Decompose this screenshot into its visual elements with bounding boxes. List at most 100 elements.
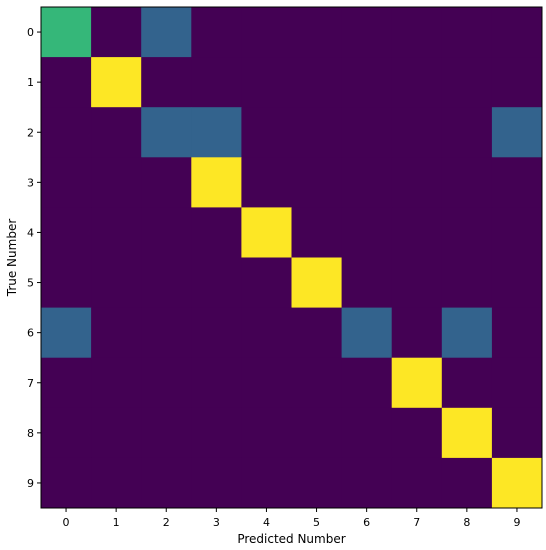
heatmap-cells bbox=[41, 7, 543, 509]
heatmap-cell-r7-c9 bbox=[491, 357, 543, 409]
heatmap-cell-r5-c0 bbox=[41, 257, 92, 309]
y-axis-label: True Number bbox=[5, 219, 19, 298]
heatmap-cell-r5-c9 bbox=[491, 257, 543, 309]
heatmap-cell-r9-c2 bbox=[141, 457, 192, 509]
heatmap-cell-r2-c9 bbox=[491, 107, 543, 158]
x-tick-label: 8 bbox=[463, 516, 470, 529]
heatmap-cell-r2-c6 bbox=[341, 107, 393, 158]
heatmap-cell-r0-c3 bbox=[191, 7, 242, 58]
heatmap-cell-r5-c5 bbox=[291, 257, 343, 309]
heatmap-cell-r8-c8 bbox=[441, 407, 493, 459]
x-tick-label: 9 bbox=[513, 516, 520, 529]
heatmap-cell-r9-c6 bbox=[341, 457, 393, 509]
heatmap-cell-r8-c5 bbox=[291, 407, 343, 459]
heatmap-cell-r0-c6 bbox=[341, 7, 393, 58]
heatmap-cell-r1-c5 bbox=[291, 57, 343, 108]
heatmap-cell-r6-c4 bbox=[241, 307, 292, 359]
heatmap-cell-r8-c6 bbox=[341, 407, 393, 459]
heatmap-cell-r7-c3 bbox=[191, 357, 242, 409]
heatmap-cell-r7-c4 bbox=[241, 357, 292, 409]
heatmap-cell-r3-c2 bbox=[141, 157, 192, 208]
heatmap-cell-r1-c8 bbox=[441, 57, 493, 108]
heatmap-cell-r5-c4 bbox=[241, 257, 292, 309]
heatmap-cell-r3-c6 bbox=[341, 157, 393, 208]
heatmap-cell-r3-c0 bbox=[41, 157, 92, 208]
heatmap-cell-r5-c2 bbox=[141, 257, 192, 309]
x-tick-label: 6 bbox=[363, 516, 370, 529]
heatmap-cell-r0-c2 bbox=[141, 7, 192, 58]
heatmap-cell-r0-c1 bbox=[91, 7, 142, 58]
y-tick-label: 7 bbox=[27, 377, 34, 390]
heatmap-cell-r1-c9 bbox=[491, 57, 543, 108]
heatmap-cell-r2-c7 bbox=[391, 107, 443, 158]
heatmap-cell-r9-c4 bbox=[241, 457, 292, 509]
heatmap-cell-r4-c2 bbox=[141, 207, 192, 258]
heatmap-cell-r4-c3 bbox=[191, 207, 242, 258]
heatmap-cell-r9-c7 bbox=[391, 457, 443, 509]
heatmap-cell-r6-c0 bbox=[41, 307, 92, 359]
heatmap-cell-r0-c0 bbox=[41, 7, 92, 58]
heatmap-cell-r6-c6 bbox=[341, 307, 393, 359]
y-tick-label: 3 bbox=[27, 176, 34, 189]
heatmap-cell-r1-c1 bbox=[91, 57, 142, 108]
heatmap-cell-r8-c1 bbox=[91, 407, 142, 459]
heatmap-cell-r8-c3 bbox=[191, 407, 242, 459]
heatmap-cell-r6-c7 bbox=[391, 307, 443, 359]
x-axis-label: Predicted Number bbox=[237, 532, 345, 546]
heatmap-cell-r3-c5 bbox=[291, 157, 343, 208]
x-tick-label: 3 bbox=[213, 516, 220, 529]
heatmap-cell-r7-c8 bbox=[441, 357, 493, 409]
y-tick-label: 8 bbox=[27, 427, 34, 440]
y-tick-label: 6 bbox=[27, 327, 34, 340]
heatmap-cell-r7-c7 bbox=[391, 357, 443, 409]
heatmap-cell-r4-c6 bbox=[341, 207, 393, 258]
heatmap-cell-r2-c5 bbox=[291, 107, 343, 158]
heatmap-cell-r7-c5 bbox=[291, 357, 343, 409]
heatmap-cell-r0-c5 bbox=[291, 7, 343, 58]
heatmap-cell-r9-c3 bbox=[191, 457, 242, 509]
heatmap-cell-r4-c7 bbox=[391, 207, 443, 258]
heatmap-cell-r9-c0 bbox=[41, 457, 92, 509]
heatmap-cell-r1-c4 bbox=[241, 57, 292, 108]
x-tick-label: 7 bbox=[413, 516, 420, 529]
heatmap-cell-r6-c1 bbox=[91, 307, 142, 359]
heatmap-cell-r9-c9 bbox=[491, 457, 543, 509]
heatmap-cell-r5-c1 bbox=[91, 257, 142, 309]
heatmap-cell-r2-c3 bbox=[191, 107, 242, 158]
y-tick-label: 9 bbox=[27, 477, 34, 490]
heatmap-cell-r6-c5 bbox=[291, 307, 343, 359]
y-tick-label: 4 bbox=[27, 226, 34, 239]
heatmap-cell-r9-c8 bbox=[441, 457, 493, 509]
y-tick-label: 1 bbox=[27, 76, 34, 89]
heatmap-cell-r0-c4 bbox=[241, 7, 292, 58]
heatmap-cell-r4-c5 bbox=[291, 207, 343, 258]
heatmap-cell-r3-c4 bbox=[241, 157, 292, 208]
heatmap-cell-r3-c3 bbox=[191, 157, 242, 208]
x-tick-label: 0 bbox=[63, 516, 70, 529]
heatmap-cell-r3-c8 bbox=[441, 157, 493, 208]
heatmap-cell-r0-c9 bbox=[491, 7, 543, 58]
heatmap-cell-r3-c9 bbox=[491, 157, 543, 208]
heatmap-cell-r1-c3 bbox=[191, 57, 242, 108]
heatmap-cell-r5-c3 bbox=[191, 257, 242, 309]
heatmap-cell-r4-c1 bbox=[91, 207, 142, 258]
heatmap-cell-r7-c0 bbox=[41, 357, 92, 409]
heatmap-cell-r1-c7 bbox=[391, 57, 443, 108]
heatmap-cell-r1-c2 bbox=[141, 57, 192, 108]
heatmap-cell-r1-c6 bbox=[341, 57, 393, 108]
x-tick-label: 4 bbox=[263, 516, 270, 529]
y-tick-label: 2 bbox=[27, 126, 34, 139]
heatmap-cell-r5-c6 bbox=[341, 257, 393, 309]
heatmap-cell-r7-c1 bbox=[91, 357, 142, 409]
heatmap-cell-r6-c2 bbox=[141, 307, 192, 359]
heatmap-cell-r2-c8 bbox=[441, 107, 493, 158]
heatmap-cell-r0-c8 bbox=[441, 7, 493, 58]
heatmap-cell-r4-c9 bbox=[491, 207, 543, 258]
heatmap-cell-r7-c6 bbox=[341, 357, 393, 409]
heatmap-cell-r9-c5 bbox=[291, 457, 343, 509]
heatmap-cell-r4-c8 bbox=[441, 207, 493, 258]
x-axis-ticks: 0 1 2 3 4 5 6 7 8 9 bbox=[63, 508, 520, 529]
heatmap-cell-r5-c8 bbox=[441, 257, 493, 309]
heatmap-cell-r8-c2 bbox=[141, 407, 192, 459]
